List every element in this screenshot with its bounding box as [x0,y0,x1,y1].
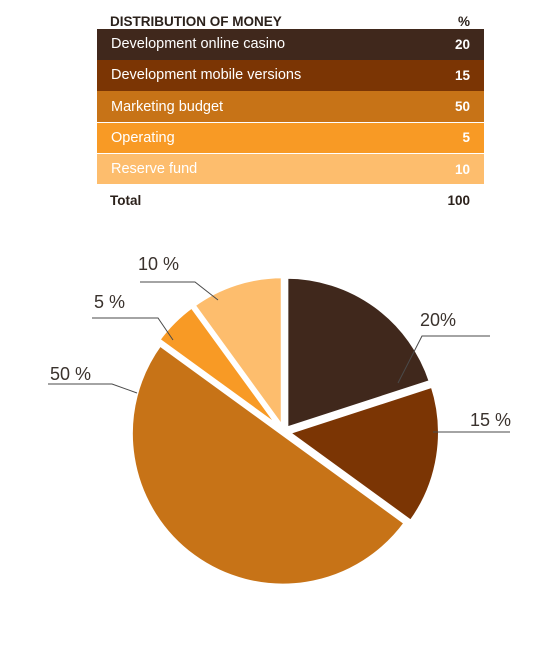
data-label-3: 50 % [50,364,91,384]
row-label: Development mobile versions [111,67,302,84]
row-value: 10 [454,161,470,177]
table-row-mobile-versions: Development mobile versions 15 [97,60,484,91]
header-unit: % [457,14,470,29]
table-row-reserve-fund: Reserve fund 10 [97,153,484,185]
row-value: 5 [462,130,470,146]
data-label-5: 10 % [138,254,179,274]
distribution-table: DISTRIBUTION OF MONEY % Development onli… [97,8,484,216]
leader-line-3 [48,383,138,394]
row-label: Reserve fund [111,161,198,178]
pie-slice-5 [191,274,285,431]
data-label-1: 20% [420,310,456,330]
table-total-row: Total 100 [97,185,484,216]
table-row-online-casino: Development online casino 20 [97,29,484,60]
row-label: Marketing budget [111,98,224,115]
row-value: 50 [454,99,470,115]
pie-slice-2 [285,383,442,524]
row-value: 15 [454,67,470,83]
pie-slice-3 [129,342,408,588]
table-row-marketing-budget: Marketing budget 50 [97,91,484,122]
table-row-operating: Operating 5 [97,122,484,154]
pie-slice-1 [284,274,433,431]
total-value: 100 [447,192,470,208]
row-label: Operating [111,129,175,146]
leader-line-1 [397,335,490,384]
data-label-4: 5 % [94,292,125,312]
leader-line-4 [92,317,174,341]
header-label: DISTRIBUTION OF MONEY [110,14,282,29]
row-label: Development online casino [111,36,286,53]
row-value: 20 [454,36,470,52]
leader-line-5 [140,281,219,301]
table-header: DISTRIBUTION OF MONEY % [97,8,484,29]
data-label-2: 15 % [470,410,511,430]
total-label: Total [110,192,142,208]
